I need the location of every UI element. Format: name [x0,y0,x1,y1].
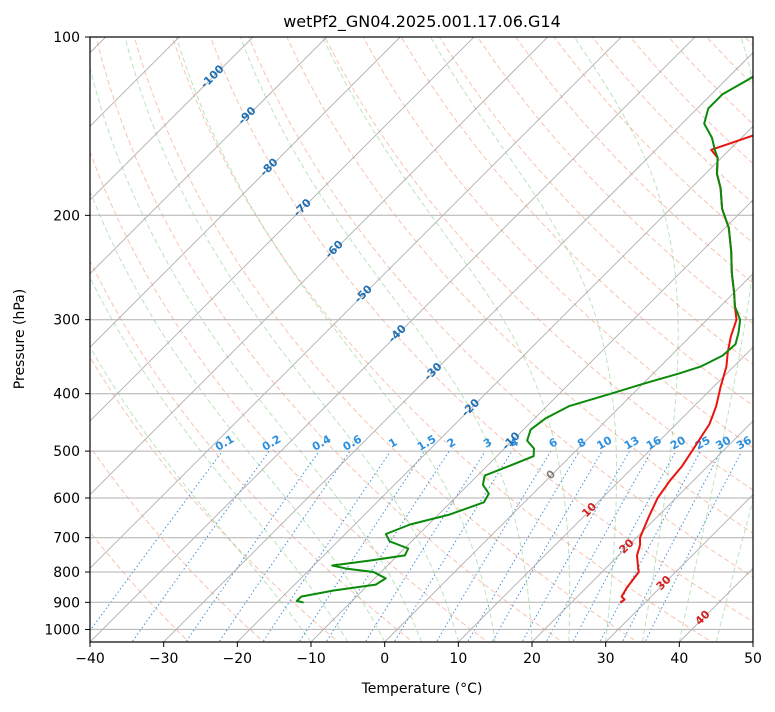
x-tick-label: 10 [449,651,467,667]
y-tick-label: 900 [53,595,80,611]
x-tick-label: 40 [670,651,688,667]
x-tick-label: −40 [75,651,105,667]
y-tick-label: 1000 [44,622,80,638]
y-tick-label: 100 [53,30,80,46]
y-tick-label: 600 [53,491,80,507]
x-tick-label: 20 [523,651,541,667]
x-tick-label: 0 [380,651,389,667]
y-tick-label: 300 [53,313,80,329]
x-tick-label: −30 [149,651,179,667]
x-tick-label: −20 [223,651,253,667]
y-tick-label: 400 [53,387,80,403]
x-axis-title: Temperature (°C) [361,681,483,697]
chart-title: wetPf2_GN04.2025.001.17.06.G14 [283,12,561,32]
y-tick-label: 700 [53,531,80,547]
y-axis-title: Pressure (hPa) [12,289,28,389]
y-tick-label: 200 [53,208,80,224]
x-tick-label: −10 [296,651,326,667]
y-tick-label: 500 [53,444,80,460]
x-tick-label: 50 [744,651,762,667]
x-tick-label: 30 [597,651,615,667]
y-tick-label: 800 [53,565,80,581]
